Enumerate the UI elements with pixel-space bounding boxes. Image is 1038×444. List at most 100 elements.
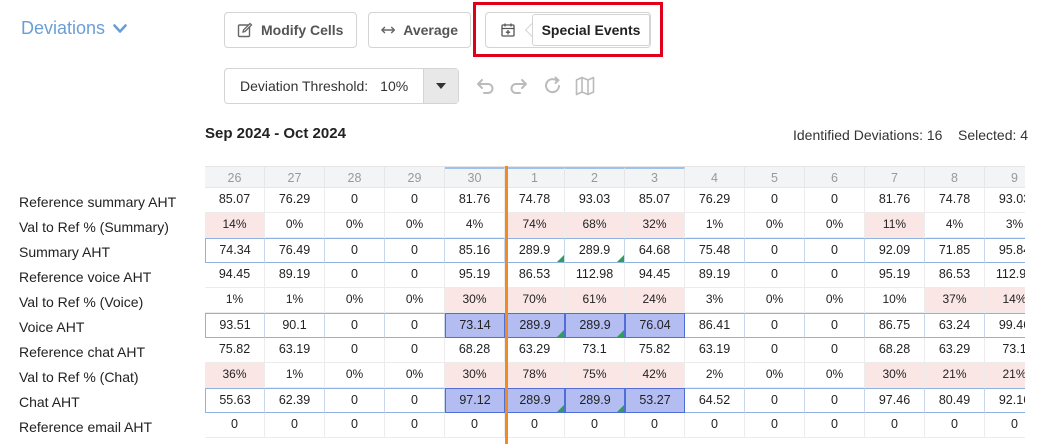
grid-cell[interactable]: 75.82 xyxy=(205,338,265,363)
grid-cell[interactable]: 76.49 xyxy=(265,238,325,263)
grid-cell[interactable]: 63.29 xyxy=(925,338,985,363)
deviations-dropdown[interactable]: Deviations xyxy=(21,18,127,39)
modify-cells-button[interactable]: Modify Cells xyxy=(224,12,357,48)
refresh-button[interactable] xyxy=(542,75,564,97)
grid-cell[interactable]: 62.39 xyxy=(265,388,325,413)
grid-cell[interactable]: 0% xyxy=(385,213,445,238)
grid-cell[interactable]: 73.14 xyxy=(445,313,505,338)
grid-cell[interactable]: 0 xyxy=(745,188,805,213)
grid-cell[interactable]: 92.09 xyxy=(865,238,925,263)
map-button[interactable] xyxy=(574,75,596,97)
grid-cell[interactable]: 0 xyxy=(265,413,325,438)
grid-cell[interactable]: 0 xyxy=(325,263,385,288)
grid-cell[interactable]: 80.49 xyxy=(925,388,985,413)
grid-cell[interactable]: 86.53 xyxy=(925,263,985,288)
grid-cell[interactable]: 3% xyxy=(985,213,1025,238)
grid-cell[interactable]: 0 xyxy=(385,338,445,363)
grid-cell[interactable]: 1% xyxy=(685,213,745,238)
grid-cell[interactable]: 0 xyxy=(385,313,445,338)
grid-cell[interactable]: 95.19 xyxy=(865,263,925,288)
grid-cell[interactable]: 89.19 xyxy=(265,263,325,288)
grid-cell[interactable]: 74% xyxy=(505,213,565,238)
grid-cell[interactable]: 0% xyxy=(325,213,385,238)
grid-cell[interactable]: 63.29 xyxy=(505,338,565,363)
grid-cell[interactable]: 61% xyxy=(565,288,625,313)
grid-cell[interactable]: 14% xyxy=(985,288,1025,313)
grid-cell[interactable]: 86.75 xyxy=(865,313,925,338)
grid-cell[interactable]: 0 xyxy=(205,413,265,438)
grid-cell[interactable]: 0% xyxy=(745,288,805,313)
day-header[interactable]: 29 xyxy=(385,167,445,187)
grid-cell[interactable]: 0 xyxy=(325,413,385,438)
day-header[interactable]: 9 xyxy=(985,167,1025,187)
grid-cell[interactable]: 24% xyxy=(625,288,685,313)
grid-cell[interactable]: 93.03 xyxy=(985,188,1025,213)
grid-cell[interactable]: 86.41 xyxy=(685,313,745,338)
grid-cell[interactable]: 0% xyxy=(265,213,325,238)
grid-cell[interactable]: 86.53 xyxy=(505,263,565,288)
grid-cell[interactable]: 0 xyxy=(385,188,445,213)
grid-cell[interactable]: 0% xyxy=(325,363,385,388)
grid-cell[interactable]: 0 xyxy=(805,263,865,288)
grid-cell[interactable]: 68% xyxy=(565,213,625,238)
grid-cell[interactable]: 0 xyxy=(385,388,445,413)
grid-cell[interactable]: 0 xyxy=(325,338,385,363)
grid-cell[interactable]: 0% xyxy=(385,363,445,388)
grid-cell[interactable]: 93.03 xyxy=(565,188,625,213)
grid-cell[interactable]: 0% xyxy=(805,363,865,388)
grid-cell[interactable]: 63.19 xyxy=(685,338,745,363)
grid-cell[interactable]: 0% xyxy=(325,288,385,313)
grid-cell[interactable]: 0 xyxy=(565,413,625,438)
day-header[interactable]: 2 xyxy=(565,167,625,187)
grid-cell[interactable]: 0% xyxy=(745,363,805,388)
grid-cell[interactable]: 95.84 xyxy=(985,238,1025,263)
day-header[interactable]: 30 xyxy=(445,167,505,187)
grid-cell[interactable]: 21% xyxy=(925,363,985,388)
grid-cell[interactable]: 85.07 xyxy=(205,188,265,213)
grid-cell[interactable]: 0 xyxy=(745,413,805,438)
grid-cell[interactable]: 0 xyxy=(745,238,805,263)
grid-cell[interactable]: 30% xyxy=(445,288,505,313)
grid-cell[interactable]: 14% xyxy=(205,213,265,238)
grid-cell[interactable]: 0 xyxy=(385,238,445,263)
grid-cell[interactable]: 73.1 xyxy=(565,338,625,363)
grid-cell[interactable]: 0 xyxy=(745,263,805,288)
grid-cell[interactable]: 0% xyxy=(385,288,445,313)
grid-cell[interactable]: 0 xyxy=(685,413,745,438)
grid-cell[interactable]: 93.51 xyxy=(205,313,265,338)
grid-cell[interactable]: 85.07 xyxy=(625,188,685,213)
grid-cell[interactable]: 75.82 xyxy=(625,338,685,363)
grid-cell[interactable]: 71.85 xyxy=(925,238,985,263)
grid-cell[interactable]: 64.52 xyxy=(685,388,745,413)
day-header[interactable]: 28 xyxy=(325,167,385,187)
grid-cell[interactable]: 289.9 xyxy=(565,313,625,338)
day-header[interactable]: 7 xyxy=(865,167,925,187)
day-header[interactable]: 26 xyxy=(205,167,265,187)
grid-cell[interactable]: 90.1 xyxy=(265,313,325,338)
grid-cell[interactable]: 112.98 xyxy=(985,263,1025,288)
grid-cell[interactable]: 76.29 xyxy=(265,188,325,213)
grid-cell[interactable]: 97.12 xyxy=(445,388,505,413)
grid-cell[interactable]: 74.78 xyxy=(925,188,985,213)
grid-cell[interactable]: 55.63 xyxy=(205,388,265,413)
grid-cell[interactable]: 0 xyxy=(505,413,565,438)
grid-cell[interactable]: 4% xyxy=(445,213,505,238)
grid-cell[interactable]: 81.76 xyxy=(865,188,925,213)
grid-cell[interactable]: 81.76 xyxy=(445,188,505,213)
grid-cell[interactable]: 1% xyxy=(265,288,325,313)
grid-cell[interactable]: 78% xyxy=(505,363,565,388)
day-header[interactable]: 5 xyxy=(745,167,805,187)
grid-cell[interactable]: 289.9 xyxy=(565,238,625,263)
redo-button[interactable] xyxy=(508,75,530,97)
grid-cell[interactable]: 63.19 xyxy=(265,338,325,363)
grid-cell[interactable]: 0 xyxy=(325,313,385,338)
grid-cell[interactable]: 70% xyxy=(505,288,565,313)
grid-cell[interactable]: 289.9 xyxy=(505,388,565,413)
grid-cell[interactable]: 0 xyxy=(805,188,865,213)
grid-cell[interactable]: 0 xyxy=(805,313,865,338)
grid-cell[interactable]: 0 xyxy=(325,388,385,413)
grid-cell[interactable]: 11% xyxy=(865,213,925,238)
grid-cell[interactable]: 99.46 xyxy=(985,313,1025,338)
grid-cell[interactable]: 74.34 xyxy=(205,238,265,263)
grid-cell[interactable]: 0 xyxy=(805,338,865,363)
